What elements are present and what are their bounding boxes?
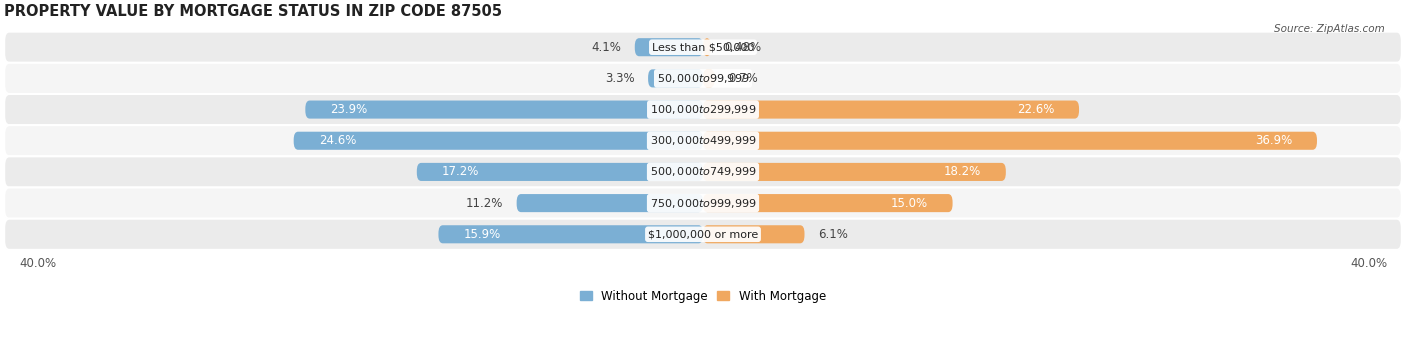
FancyBboxPatch shape bbox=[439, 225, 703, 243]
FancyBboxPatch shape bbox=[305, 101, 703, 119]
FancyBboxPatch shape bbox=[703, 101, 1078, 119]
FancyBboxPatch shape bbox=[4, 125, 1402, 156]
Text: 24.6%: 24.6% bbox=[319, 134, 356, 147]
FancyBboxPatch shape bbox=[703, 225, 804, 243]
Text: 36.9%: 36.9% bbox=[1254, 134, 1292, 147]
Text: $500,000 to $749,999: $500,000 to $749,999 bbox=[650, 166, 756, 178]
Text: Source: ZipAtlas.com: Source: ZipAtlas.com bbox=[1274, 24, 1385, 34]
FancyBboxPatch shape bbox=[4, 219, 1402, 250]
Text: PROPERTY VALUE BY MORTGAGE STATUS IN ZIP CODE 87505: PROPERTY VALUE BY MORTGAGE STATUS IN ZIP… bbox=[4, 4, 502, 19]
Text: $50,000 to $99,999: $50,000 to $99,999 bbox=[657, 72, 749, 85]
FancyBboxPatch shape bbox=[703, 163, 1005, 181]
Text: 18.2%: 18.2% bbox=[943, 166, 981, 178]
Legend: Without Mortgage, With Mortgage: Without Mortgage, With Mortgage bbox=[575, 285, 831, 307]
FancyBboxPatch shape bbox=[703, 132, 1317, 150]
Text: 22.6%: 22.6% bbox=[1017, 103, 1054, 116]
Text: 0.7%: 0.7% bbox=[728, 72, 758, 85]
FancyBboxPatch shape bbox=[634, 38, 703, 56]
FancyBboxPatch shape bbox=[516, 194, 703, 212]
FancyBboxPatch shape bbox=[294, 132, 703, 150]
FancyBboxPatch shape bbox=[4, 32, 1402, 63]
Text: Less than $50,000: Less than $50,000 bbox=[652, 42, 754, 52]
Text: 23.9%: 23.9% bbox=[330, 103, 367, 116]
Text: 0.48%: 0.48% bbox=[724, 41, 762, 54]
FancyBboxPatch shape bbox=[703, 38, 711, 56]
FancyBboxPatch shape bbox=[703, 69, 714, 87]
FancyBboxPatch shape bbox=[4, 63, 1402, 94]
Text: 15.0%: 15.0% bbox=[890, 197, 928, 209]
Text: 15.9%: 15.9% bbox=[464, 228, 501, 241]
FancyBboxPatch shape bbox=[4, 156, 1402, 188]
FancyBboxPatch shape bbox=[4, 94, 1402, 125]
FancyBboxPatch shape bbox=[4, 188, 1402, 219]
Text: 3.3%: 3.3% bbox=[605, 72, 634, 85]
Text: 17.2%: 17.2% bbox=[441, 166, 479, 178]
Text: $300,000 to $499,999: $300,000 to $499,999 bbox=[650, 134, 756, 147]
Text: $100,000 to $299,999: $100,000 to $299,999 bbox=[650, 103, 756, 116]
Text: 4.1%: 4.1% bbox=[592, 41, 621, 54]
Text: $1,000,000 or more: $1,000,000 or more bbox=[648, 229, 758, 239]
Text: 11.2%: 11.2% bbox=[465, 197, 503, 209]
Text: 6.1%: 6.1% bbox=[818, 228, 848, 241]
Text: $750,000 to $999,999: $750,000 to $999,999 bbox=[650, 197, 756, 209]
FancyBboxPatch shape bbox=[648, 69, 703, 87]
FancyBboxPatch shape bbox=[416, 163, 703, 181]
FancyBboxPatch shape bbox=[703, 194, 953, 212]
